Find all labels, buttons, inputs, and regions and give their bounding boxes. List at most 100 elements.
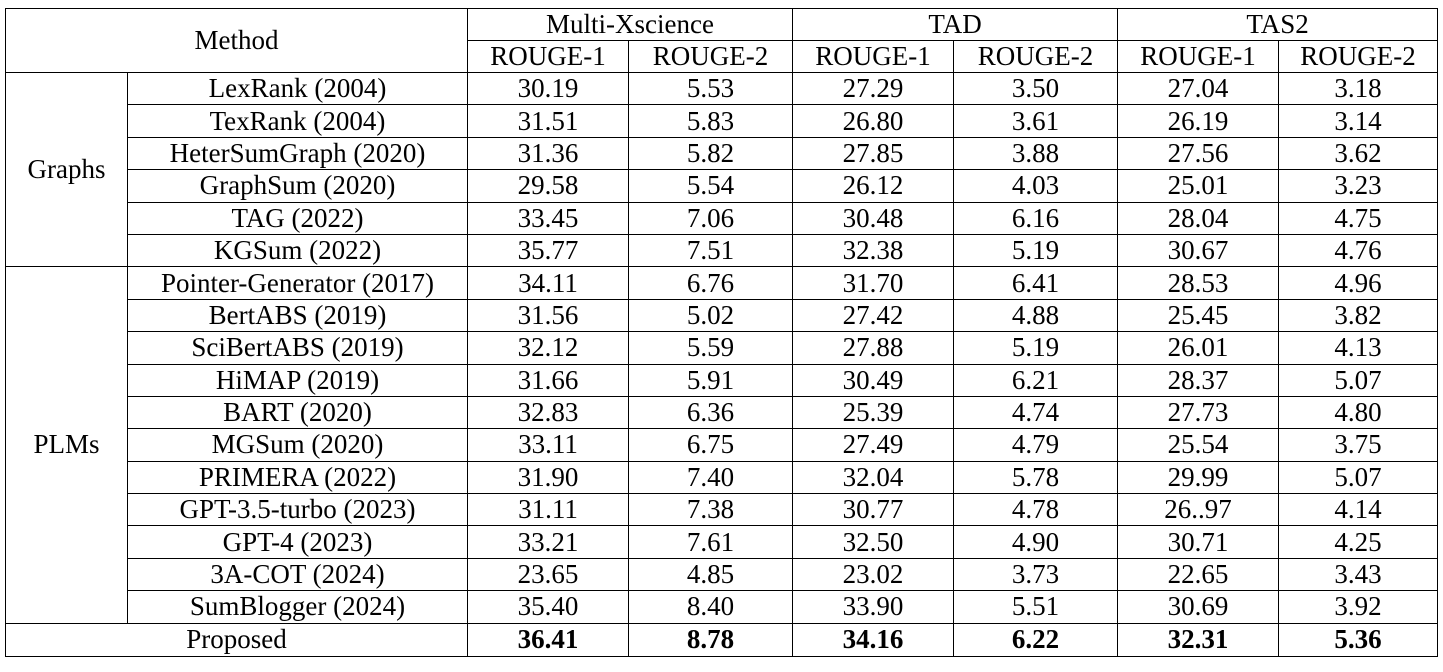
score-cell: 8.40	[627, 590, 794, 624]
metric-header: ROUGE-2	[1278, 40, 1439, 73]
score-cell: 4.74	[953, 395, 1119, 430]
method-name-cell: KGSum (2022)	[127, 233, 468, 268]
method-name-cell: GPT-3.5-turbo (2023)	[127, 493, 468, 527]
score-cell: 23.65	[467, 557, 629, 592]
score-cell: 28.53	[1117, 266, 1280, 300]
score-cell: 4.78	[953, 493, 1119, 527]
proposed-score-cell: 34.16	[792, 622, 955, 657]
proposed-score-cell: 8.78	[627, 622, 794, 657]
proposed-row: Proposed 36.41 8.78 34.16 6.22 32.31 5.36	[5, 622, 1439, 657]
score-cell: 3.61	[953, 104, 1119, 138]
score-cell: 6.41	[953, 266, 1119, 300]
table-row: PRIMERA (2022) 31.90 7.40 32.04 5.78 29.99 5.0…	[6, 460, 1439, 495]
method-name-cell: HeterSumGraph (2020)	[127, 136, 468, 171]
score-cell: 4.75	[1278, 201, 1439, 235]
metric-header: ROUGE-1	[467, 40, 629, 73]
method-name-cell: TAG (2022)	[127, 201, 468, 235]
table-row: TexRank (2004) 31.51 5.83 26.80 3.61 26.19 3.1…	[6, 104, 1439, 138]
score-cell: 30.48	[792, 201, 955, 235]
table-row: GraphSum (2020) 29.58 5.54 26.12 4.03 25.01 3.…	[6, 169, 1439, 203]
score-cell: 27.73	[1117, 395, 1280, 430]
score-cell: 5.53	[627, 71, 794, 106]
table-row: Graphs LexRank (2004) 30.19 5.53 27.29 3.50 27…	[5, 71, 1439, 268]
score-cell: 30.49	[792, 363, 955, 397]
score-cell: 31.36	[467, 136, 629, 171]
score-cell: 6.21	[953, 363, 1119, 397]
score-cell: 25.45	[1117, 298, 1280, 333]
score-cell: 4.03	[953, 169, 1119, 203]
score-cell: 31.51	[467, 104, 629, 138]
table-row: BART (2020) 32.83 6.36 25.39 4.74 27.73 4.80	[6, 395, 1439, 430]
score-cell: 35.40	[467, 590, 629, 624]
proposed-score-cell: 5.36	[1278, 622, 1439, 657]
score-cell: 4.25	[1278, 525, 1439, 559]
score-cell: 28.37	[1117, 363, 1280, 397]
method-name-cell: SumBlogger (2024)	[127, 590, 468, 624]
group-label-plms: PLMs	[5, 266, 128, 624]
score-cell: 27.29	[792, 71, 955, 106]
score-cell: 4.88	[953, 298, 1119, 333]
table-row: PLMs Pointer-Generator (2017) 34.11 6.76 31.…	[5, 266, 1439, 624]
score-cell: 6.16	[953, 201, 1119, 235]
header-row-datasets: Method Multi-Xscience TAD TAS2	[5, 8, 1439, 73]
score-cell: 7.38	[627, 493, 794, 527]
score-cell: 30.69	[1117, 590, 1280, 624]
proposed-score-cell: 32.31	[1117, 622, 1280, 657]
score-cell: 5.07	[1278, 460, 1439, 495]
score-cell: 25.01	[1117, 169, 1280, 203]
score-cell: 5.19	[953, 233, 1119, 268]
table-row: SciBertABS (2019) 32.12 5.59 27.88 5.19 26.01…	[6, 331, 1439, 365]
group-label-graphs: Graphs	[5, 71, 128, 268]
proposed-score-cell: 6.22	[953, 622, 1119, 657]
score-cell: 3.62	[1278, 136, 1439, 171]
table-row: HeterSumGraph (2020) 31.36 5.82 27.85 3.88 27…	[6, 136, 1439, 171]
score-cell: 3.82	[1278, 298, 1439, 333]
score-cell: 31.90	[467, 460, 629, 495]
score-cell: 6.76	[627, 266, 794, 300]
score-cell: 4.96	[1278, 266, 1439, 300]
metric-header: ROUGE-1	[1117, 40, 1280, 73]
score-cell: 25.54	[1117, 428, 1280, 462]
method-header: Method	[5, 8, 468, 73]
score-cell: 32.83	[467, 395, 629, 430]
score-cell: 3.14	[1278, 104, 1439, 138]
score-cell: 31.66	[467, 363, 629, 397]
score-cell: 3.43	[1278, 557, 1439, 592]
score-cell: 7.51	[627, 233, 794, 268]
proposed-label: Proposed	[5, 622, 468, 657]
method-name-cell: PRIMERA (2022)	[127, 460, 468, 495]
score-cell: 27.88	[792, 331, 955, 365]
score-cell: 33.45	[467, 201, 629, 235]
score-cell: 5.82	[627, 136, 794, 171]
score-cell: 4.85	[627, 557, 794, 592]
score-cell: 4.76	[1278, 233, 1439, 268]
score-cell: 4.90	[953, 525, 1119, 559]
score-cell: 27.56	[1117, 136, 1280, 171]
score-cell: 32.04	[792, 460, 955, 495]
score-cell: 31.56	[467, 298, 629, 333]
method-name-cell: BertABS (2019)	[127, 298, 468, 333]
method-name-cell: MGSum (2020)	[127, 428, 468, 462]
score-cell: 35.77	[467, 233, 629, 268]
table-row: HiMAP (2019) 31.66 5.91 30.49 6.21 28.37 5.07	[6, 363, 1439, 397]
score-cell: 28.04	[1117, 201, 1280, 235]
score-cell: 3.73	[953, 557, 1119, 592]
metric-header: ROUGE-2	[953, 40, 1119, 73]
score-cell: 26..97	[1117, 493, 1280, 527]
score-cell: 30.71	[1117, 525, 1280, 559]
method-name-cell: GPT-4 (2023)	[127, 525, 468, 559]
score-cell: 4.79	[953, 428, 1119, 462]
score-cell: 3.23	[1278, 169, 1439, 203]
score-cell: 33.90	[792, 590, 955, 624]
table-row: KGSum (2022) 35.77 7.51 32.38 5.19 30.67 4.76	[6, 233, 1439, 268]
metric-header: ROUGE-1	[792, 40, 955, 73]
score-cell: 33.11	[467, 428, 629, 462]
score-cell: 3.75	[1278, 428, 1439, 462]
proposed-score-cell: 36.41	[467, 622, 629, 657]
score-cell: 5.78	[953, 460, 1119, 495]
score-cell: 32.50	[792, 525, 955, 559]
score-cell: 30.19	[467, 71, 629, 106]
score-cell: 5.83	[627, 104, 794, 138]
table-row: MGSum (2020) 33.11 6.75 27.49 4.79 25.54 3.75	[6, 428, 1439, 462]
score-cell: 27.04	[1117, 71, 1280, 106]
